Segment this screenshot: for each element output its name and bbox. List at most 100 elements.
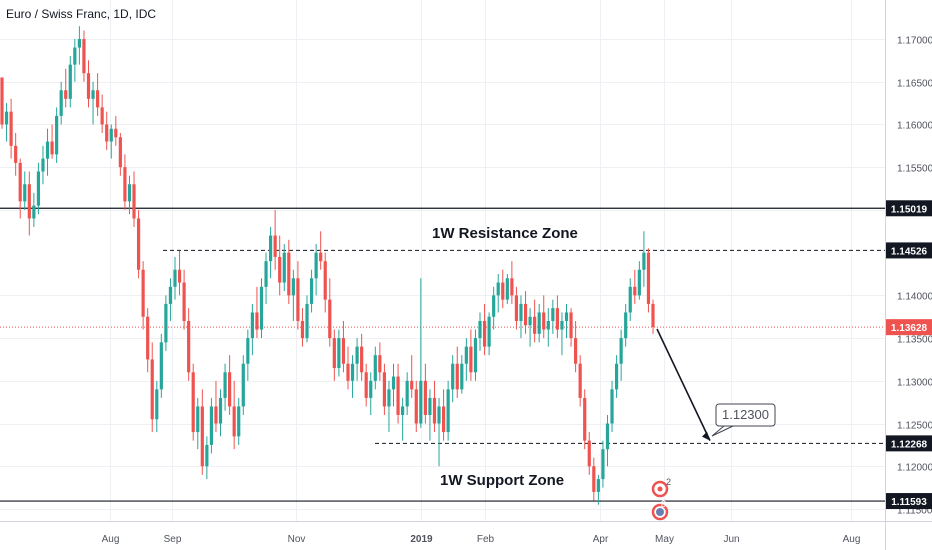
candle-body — [59, 90, 63, 116]
candle-body — [218, 397, 223, 424]
candle-body — [118, 137, 122, 168]
candle-body — [564, 312, 569, 321]
candle-body — [542, 312, 546, 330]
candle — [501, 269, 505, 309]
candle — [432, 380, 437, 433]
candle-body — [177, 269, 182, 283]
candle — [651, 299, 655, 334]
candle — [55, 107, 59, 163]
candle — [542, 295, 546, 339]
candle-body — [132, 184, 136, 219]
candle — [619, 329, 623, 381]
candle — [569, 308, 573, 347]
candle — [159, 333, 163, 398]
candle — [282, 244, 286, 292]
candle-body — [250, 312, 254, 339]
candle-body — [173, 269, 177, 287]
candle — [601, 440, 605, 488]
candle — [200, 389, 204, 475]
candle — [68, 56, 72, 108]
candle-body — [50, 141, 54, 155]
candle-body — [246, 338, 250, 364]
time-axis[interactable]: Aug Sep Nov 2019 Feb Apr May Jun Aug — [102, 534, 861, 545]
candle-body — [18, 162, 22, 202]
price-tick-label: 1.12500 — [897, 421, 932, 432]
projection-arrow — [656, 328, 711, 441]
candle-body — [45, 141, 50, 159]
candle-body — [127, 184, 132, 202]
candle — [405, 372, 409, 415]
candle-body — [82, 39, 86, 74]
candle — [287, 239, 291, 304]
candle — [419, 278, 423, 428]
candle — [0, 77, 4, 129]
candle — [41, 145, 45, 185]
candle-body — [255, 312, 259, 330]
candle-body — [278, 256, 282, 283]
candle — [492, 286, 496, 330]
candle — [141, 261, 145, 330]
candle-body — [314, 252, 318, 279]
candle — [264, 252, 268, 304]
candle-body — [496, 282, 500, 296]
flag-icon — [656, 508, 664, 516]
candle — [136, 209, 141, 279]
candle-body — [123, 167, 127, 202]
candle-body — [114, 128, 118, 138]
candle-body — [414, 389, 418, 424]
current-price-label: 1.13628 — [891, 323, 928, 334]
candle-body — [619, 338, 623, 364]
candle — [564, 303, 569, 339]
candle-body — [73, 47, 77, 65]
event-badge-calendar[interactable]: 8 — [651, 499, 669, 521]
candle — [123, 154, 127, 210]
symbol-title[interactable]: Euro / Swiss Franc, 1D, IDC — [6, 7, 157, 21]
candle-body — [105, 124, 109, 142]
candle — [341, 321, 346, 373]
candle — [273, 209, 277, 270]
candle-body — [296, 278, 300, 321]
candle-body — [291, 278, 295, 296]
candle — [237, 397, 241, 445]
candle — [560, 312, 564, 356]
price-tick-label: 1.13000 — [897, 378, 932, 389]
price-tick-label: 1.11500 — [897, 506, 932, 517]
candle — [555, 295, 559, 339]
candle-body — [337, 338, 341, 368]
candle — [309, 269, 314, 313]
candle — [59, 81, 63, 125]
candle — [255, 286, 259, 339]
arrow-head-icon — [702, 431, 710, 441]
candle — [464, 338, 468, 381]
candle — [100, 94, 104, 133]
candle — [314, 244, 318, 296]
candle — [50, 124, 54, 159]
candle — [96, 73, 100, 116]
candle-body — [332, 338, 336, 368]
candle-body — [4, 111, 9, 125]
time-tick-label: Jun — [723, 534, 739, 545]
candle-body — [469, 346, 473, 373]
candle-body — [501, 282, 505, 300]
candle — [610, 380, 614, 433]
candle-body — [228, 372, 232, 407]
event-badge-dividend[interactable]: 2 — [651, 477, 671, 498]
target-callout-label: 1.12300 — [722, 407, 769, 422]
drawings — [656, 328, 711, 441]
candle-body — [241, 363, 245, 407]
candle — [328, 278, 332, 347]
candle-body — [96, 90, 100, 108]
candle-body — [369, 380, 373, 398]
target-callout-box[interactable] — [715, 403, 776, 427]
candle-body — [86, 73, 91, 99]
candle-body — [23, 184, 27, 202]
candle-body — [223, 372, 227, 398]
candle-body — [150, 359, 154, 420]
event-badge-count: 2 — [666, 477, 671, 487]
price-tick-label: 1.17000 — [897, 36, 932, 47]
candle-body — [637, 269, 641, 296]
candle — [73, 39, 77, 82]
candle — [391, 363, 396, 407]
candle — [127, 175, 132, 215]
